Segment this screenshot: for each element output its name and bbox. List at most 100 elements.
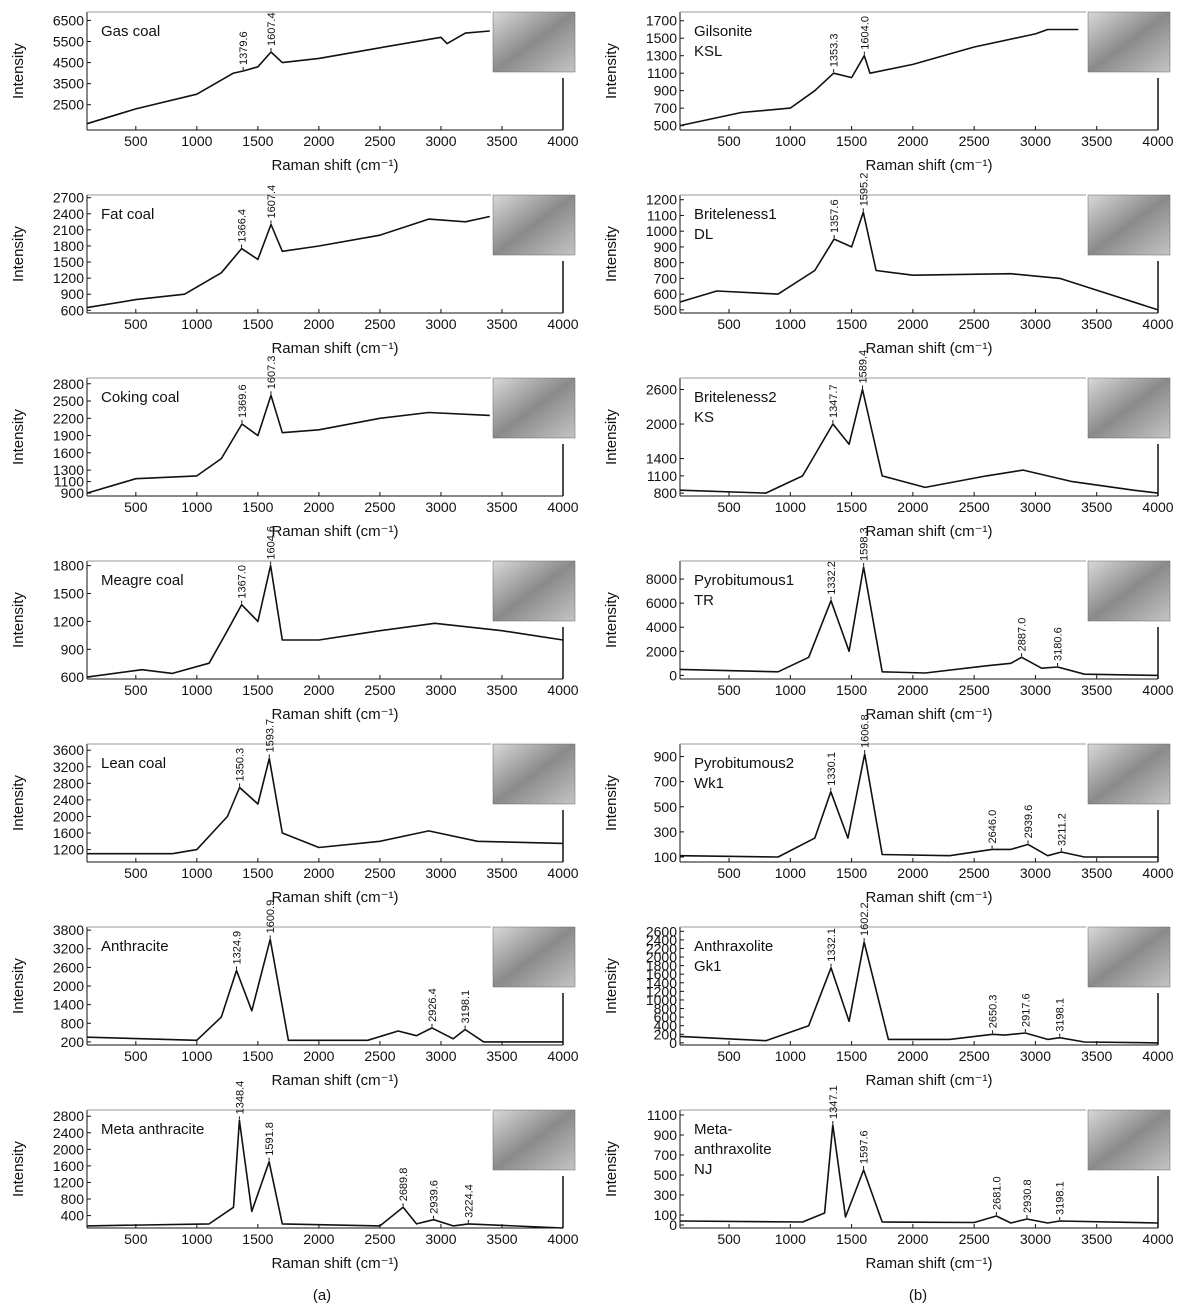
x-tick-label: 1500	[836, 682, 867, 698]
y-tick-label: 900	[654, 1127, 678, 1143]
spectrum-line	[679, 1124, 1159, 1224]
peak-label: 2930.8	[1022, 1179, 1034, 1213]
chart-title: TR	[694, 592, 714, 609]
peak-label: 2650.3	[988, 995, 1000, 1029]
x-tick-label: 3000	[425, 316, 456, 332]
spectrum-line	[86, 30, 490, 125]
x-tick-label: 500	[717, 499, 741, 515]
x-tick-label: 2500	[959, 1231, 990, 1247]
spectrum-line	[679, 753, 1158, 858]
x-axis-label: Raman shift (cm⁻¹)	[865, 340, 992, 357]
x-axis-label: Raman shift (cm⁻¹)	[271, 889, 398, 906]
chart-title: Meta anthracite	[101, 1121, 204, 1138]
y-tick-label: 2800	[53, 775, 84, 791]
x-tick-label: 1000	[775, 499, 806, 515]
inset-photo	[1087, 926, 1171, 988]
x-tick-label: 3000	[1020, 499, 1051, 515]
x-tick-label: 2500	[364, 316, 395, 332]
y-tick-label: 1400	[646, 975, 677, 991]
x-tick-label: 500	[717, 1231, 741, 1247]
x-tick-label: 500	[124, 865, 148, 881]
inset-photo	[492, 560, 576, 622]
y-tick-label: 1600	[53, 445, 84, 461]
y-axis-label: Intensity	[10, 226, 27, 282]
peak-label: 1589.4	[858, 350, 870, 384]
x-tick-label: 3500	[486, 133, 517, 149]
peak-label: 2939.6	[1023, 805, 1035, 839]
x-tick-label: 4000	[1142, 316, 1173, 332]
y-tick-label: 1900	[53, 428, 84, 444]
x-tick-label: 2000	[303, 682, 334, 698]
peak-label: 2646.0	[987, 810, 999, 844]
peak-label: 1602.2	[859, 902, 871, 936]
x-tick-label: 2500	[959, 499, 990, 515]
x-tick-label: 3000	[425, 865, 456, 881]
x-tick-label: 3500	[1081, 499, 1112, 515]
y-tick-label: 900	[61, 641, 85, 657]
chart-title: anthraxolite	[694, 1141, 772, 1158]
x-tick-label: 2500	[959, 316, 990, 332]
x-tick-label: 1000	[775, 133, 806, 149]
x-tick-label: 3500	[1081, 133, 1112, 149]
peak-label: 2926.4	[427, 988, 439, 1022]
y-tick-label: 700	[654, 270, 678, 286]
x-tick-label: 1000	[181, 1231, 212, 1247]
y-tick-label: 3800	[53, 922, 84, 938]
y-tick-label: 1500	[53, 586, 84, 602]
y-axis-label: Intensity	[10, 958, 27, 1014]
x-tick-label: 2500	[364, 682, 395, 698]
x-tick-label: 500	[124, 133, 148, 149]
y-tick-label: 2000	[53, 978, 84, 994]
x-tick-label: 1000	[775, 682, 806, 698]
x-axis-label: Raman shift (cm⁻¹)	[271, 157, 398, 174]
y-tick-label: 300	[654, 824, 678, 840]
x-tick-label: 2000	[897, 1231, 928, 1247]
x-tick-label: 500	[717, 133, 741, 149]
y-tick-label: 2600	[646, 382, 677, 398]
x-tick-label: 2000	[897, 316, 928, 332]
x-tick-label: 1500	[242, 1231, 273, 1247]
y-tick-label: 2000	[53, 1141, 84, 1157]
y-tick-label: 500	[654, 302, 678, 318]
x-tick-label: 500	[124, 499, 148, 515]
y-tick-label: 1400	[53, 997, 84, 1013]
panel-label: (b)	[909, 1287, 927, 1304]
x-tick-label: 4000	[547, 682, 578, 698]
y-tick-label: 700	[654, 774, 678, 790]
y-tick-label: 800	[654, 255, 678, 271]
x-tick-label: 2000	[303, 316, 334, 332]
y-tick-label: 100	[654, 849, 678, 865]
y-tick-label: 1500	[646, 30, 677, 46]
chart-title: Meagre coal	[101, 572, 184, 589]
y-tick-label: 1300	[646, 48, 677, 64]
x-tick-label: 1000	[775, 865, 806, 881]
y-tick-label: 6000	[646, 595, 677, 611]
y-tick-label: 1100	[54, 474, 84, 490]
x-tick-label: 4000	[547, 133, 578, 149]
x-tick-label: 2000	[897, 133, 928, 149]
y-tick-label: 600	[654, 1009, 678, 1025]
x-tick-label: 3500	[486, 1231, 517, 1247]
x-tick-label: 4000	[1142, 865, 1173, 881]
x-tick-label: 3000	[425, 682, 456, 698]
chart-title: Wk1	[694, 775, 724, 792]
y-tick-label: 3600	[53, 742, 84, 758]
x-tick-label: 500	[124, 316, 148, 332]
x-axis-label: Raman shift (cm⁻¹)	[865, 889, 992, 906]
x-tick-label: 1500	[242, 499, 273, 515]
y-tick-label: 600	[61, 302, 85, 318]
peak-label: 1324.9	[232, 931, 244, 965]
x-tick-label: 3000	[1020, 865, 1051, 881]
peak-label: 1607.3	[266, 356, 278, 390]
y-tick-label: 3200	[53, 941, 84, 957]
x-tick-label: 2500	[959, 1048, 990, 1064]
y-tick-label: 0	[669, 667, 677, 683]
y-tick-label: 1600	[646, 966, 677, 982]
y-tick-label: 3200	[53, 759, 84, 775]
inset-photo	[1087, 743, 1171, 805]
y-tick-label: 1600	[53, 1158, 84, 1174]
y-tick-label: 900	[654, 239, 678, 255]
x-tick-label: 2500	[959, 865, 990, 881]
x-tick-label: 3000	[425, 499, 456, 515]
